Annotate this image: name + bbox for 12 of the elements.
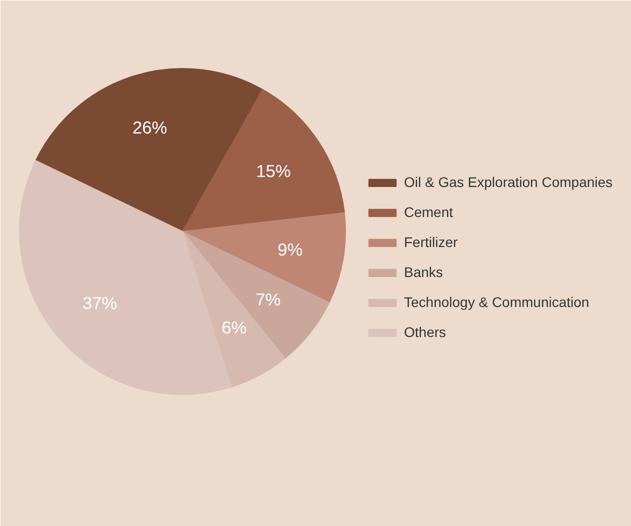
data-label: 37% — [82, 292, 118, 313]
legend-label: Cement — [404, 204, 454, 220]
legend-label: Others — [404, 324, 446, 340]
legend-label: Fertilizer — [404, 234, 458, 250]
legend-label: Oil & Gas Exploration Companies — [404, 174, 613, 190]
data-label: 7% — [256, 289, 281, 310]
legend-label: Technology & Communication — [404, 294, 590, 310]
data-label: 15% — [256, 161, 291, 182]
data-label: 9% — [278, 240, 303, 260]
data-label: 26% — [132, 117, 168, 138]
data-label: 6% — [222, 318, 247, 338]
legend-label: Banks — [404, 264, 443, 280]
